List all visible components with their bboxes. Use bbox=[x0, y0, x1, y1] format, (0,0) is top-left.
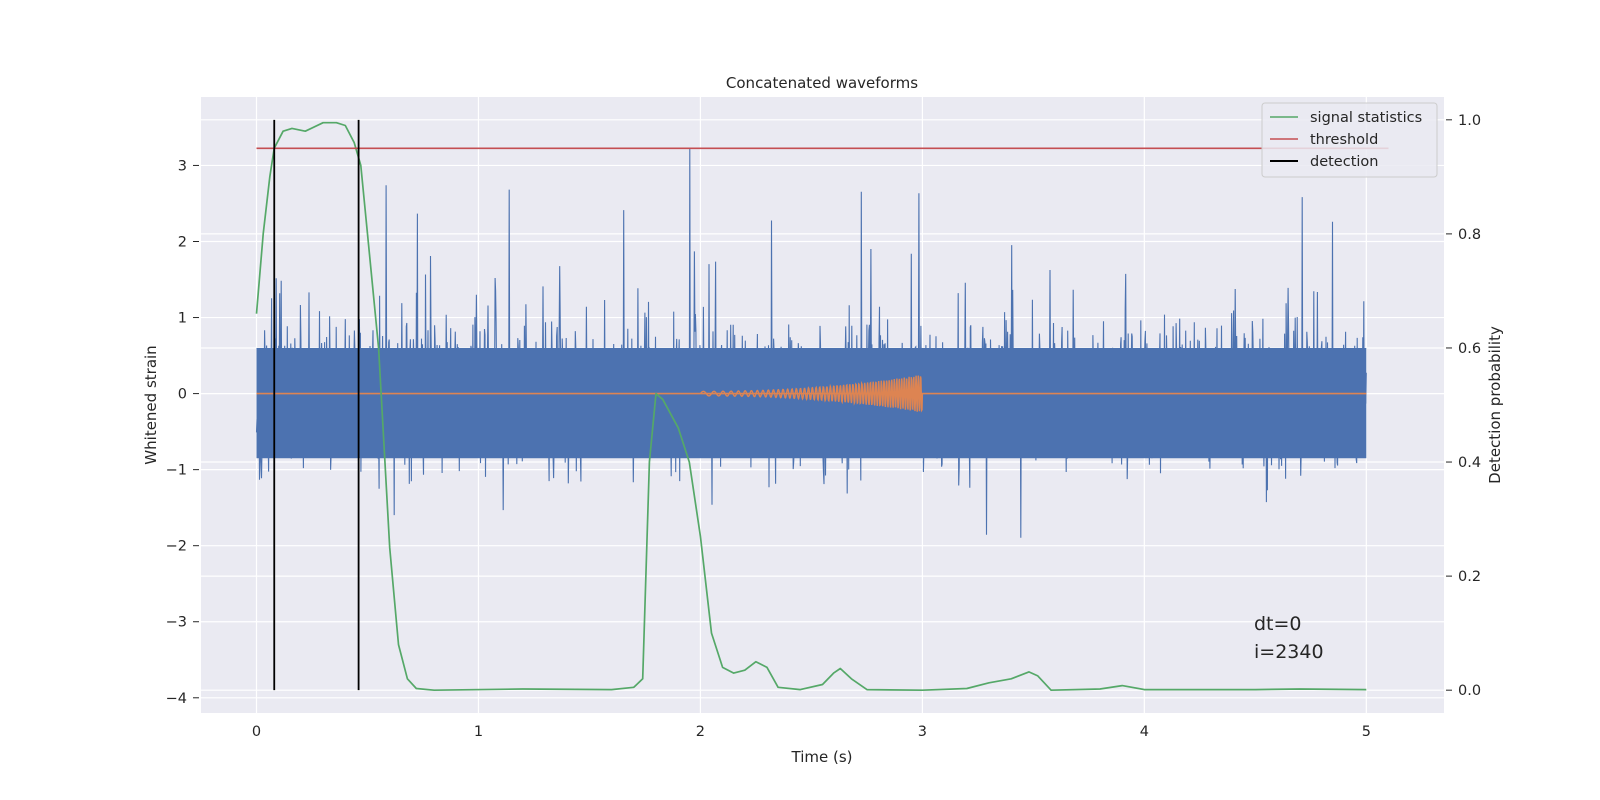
x-tick-labels: 0 1 2 3 4 5 bbox=[252, 724, 1371, 740]
y-left-tick-label-3: −1 bbox=[166, 463, 187, 479]
signal-statistics-series bbox=[255, 119, 1389, 692]
y-left-tick-label-5: 1 bbox=[178, 311, 187, 327]
annotation-dt: dt=0 bbox=[1254, 613, 1302, 635]
y-left-tick-label-4: 0 bbox=[178, 387, 187, 403]
y-left-tick-label-2: −2 bbox=[166, 539, 187, 555]
legend: signal statistics threshold detection bbox=[1261, 102, 1438, 178]
strain-trace-dense-band bbox=[256, 347, 1367, 459]
y-right-axis-label: Detection probability bbox=[1486, 326, 1504, 484]
chart-title: Concatenated waveforms bbox=[726, 74, 918, 92]
y-right-tick-label-4: 0.8 bbox=[1458, 227, 1481, 243]
y-right-tick-label-1: 0.2 bbox=[1458, 569, 1481, 585]
y-left-tick-label-1: −3 bbox=[166, 615, 187, 631]
x-axis-label: Time (s) bbox=[791, 748, 853, 766]
y-right-tick-labels: 0.0 0.2 0.4 0.6 0.8 1.0 bbox=[1458, 113, 1481, 699]
chirp-trace bbox=[256, 375, 1367, 413]
y-left-tick-label-6: 2 bbox=[178, 234, 187, 250]
signal-statistics-line bbox=[255, 121, 1367, 692]
x-tick-label-4: 4 bbox=[1140, 724, 1149, 740]
x-tick-label-3: 3 bbox=[918, 724, 927, 740]
chirp-line bbox=[699, 375, 924, 413]
legend-label-signal-statistics: signal statistics bbox=[1310, 110, 1422, 126]
x-tick-label-5: 5 bbox=[1362, 724, 1371, 740]
legend-box bbox=[1261, 102, 1438, 178]
legend-label-detection: detection bbox=[1310, 154, 1378, 170]
y-left-tick-labels: −4 −3 −2 −1 0 1 2 3 bbox=[166, 158, 187, 706]
y-right-tick-label-2: 0.4 bbox=[1458, 455, 1481, 471]
y-right-tick-label-0: 0.0 bbox=[1458, 683, 1481, 699]
y-left-axis-label: Whitened strain bbox=[142, 345, 160, 464]
annotation-i: i=2340 bbox=[1254, 641, 1324, 663]
y-left-tick-label-0: −4 bbox=[166, 691, 187, 707]
x-tick-label-2: 2 bbox=[696, 724, 705, 740]
legend-label-threshold: threshold bbox=[1310, 132, 1378, 148]
y-right-tick-label-5: 1.0 bbox=[1458, 113, 1481, 129]
y-left-tick-label-7: 3 bbox=[178, 158, 187, 174]
x-tick-label-1: 1 bbox=[474, 724, 483, 740]
x-tick-label-0: 0 bbox=[252, 724, 261, 740]
strain-trace bbox=[255, 148, 1367, 538]
annotation: dt=0 i=2340 bbox=[1254, 613, 1324, 663]
y-right-tick-label-3: 0.6 bbox=[1458, 341, 1481, 357]
